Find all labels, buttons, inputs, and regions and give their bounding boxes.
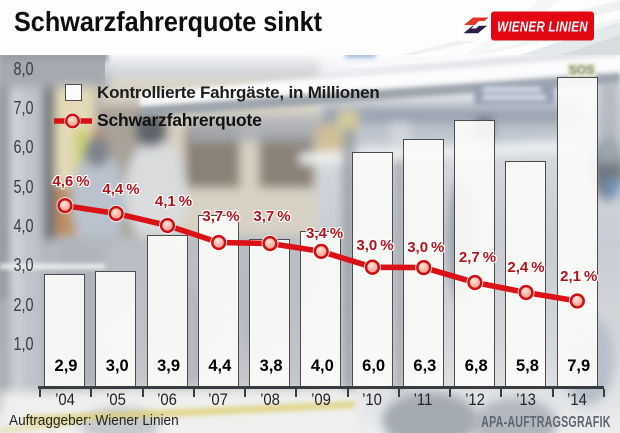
svg-text:WIENER LINIEN: WIENER LINIEN: [497, 18, 588, 35]
svg-text:SOS: SOS: [569, 63, 594, 77]
